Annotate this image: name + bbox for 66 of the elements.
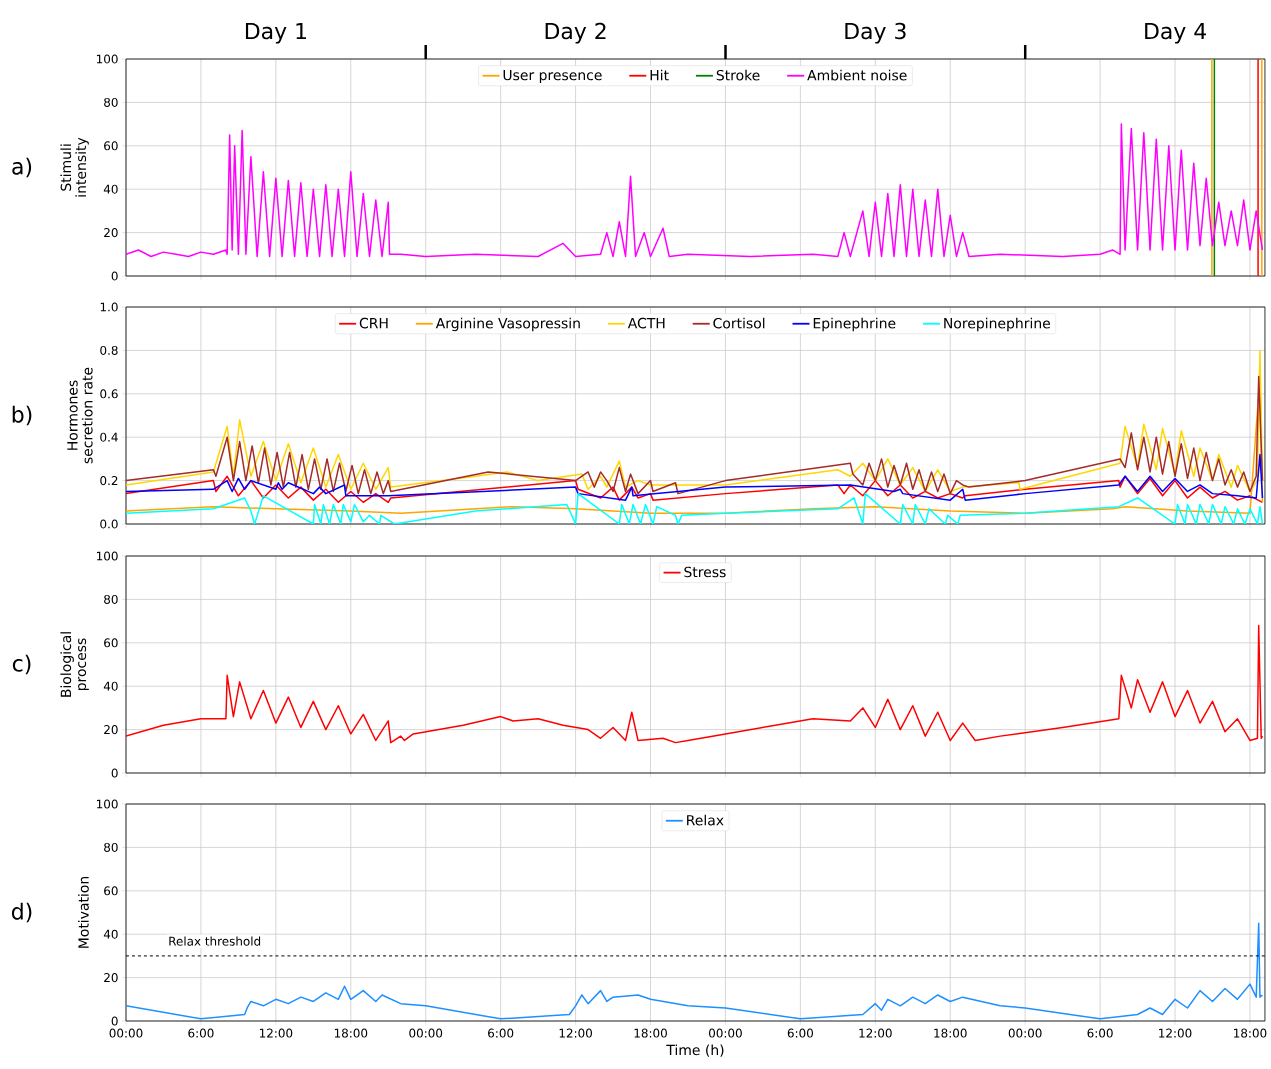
x-tick-label: 12:00 xyxy=(259,1028,293,1038)
text: Day 2 xyxy=(545,22,606,44)
text: Day 3 xyxy=(845,22,906,44)
x-tick-label: 12:00 xyxy=(1159,1028,1192,1038)
legend-label: Stress xyxy=(684,566,726,578)
x-tick-label: 18:00 xyxy=(334,1028,368,1038)
y-tick-label: 80 xyxy=(104,97,118,107)
y-tick-label: 0.2 xyxy=(100,476,118,486)
legend-label: Ambient noise xyxy=(807,69,907,81)
text: Day 1 xyxy=(245,23,306,44)
y-tick-label: 40 xyxy=(103,929,118,939)
text: c) xyxy=(12,654,31,675)
y-tick-label: 0.6 xyxy=(100,389,118,399)
legend-label: User presence xyxy=(503,69,602,83)
y-tick-label: 40 xyxy=(103,681,118,691)
y-tick-label: 1.0 xyxy=(100,302,118,312)
y-tick-label: 60 xyxy=(104,886,118,896)
y-tick-label: 100 xyxy=(96,799,118,809)
y-tick-label: 0 xyxy=(111,768,118,778)
x-tick-label: 18:00 xyxy=(1234,1028,1267,1038)
y-axis-title: Hormones secretion rate xyxy=(67,367,93,464)
y-tick-label: 60 xyxy=(104,141,118,151)
y-tick-label: 20 xyxy=(104,973,118,983)
y-tick-label: 80 xyxy=(104,842,118,852)
x-tick-label: 6:00 xyxy=(1087,1028,1113,1038)
y-tick-label: 100 xyxy=(96,54,118,64)
legend-label: Arginine Vasopressin xyxy=(435,317,580,332)
legend-label: Stroke xyxy=(716,69,760,81)
legend-label: Relax xyxy=(687,814,724,826)
x-tick-label: 6:00 xyxy=(787,1028,813,1038)
x-tick-label: 6:00 xyxy=(488,1028,514,1038)
y-tick-label: 20 xyxy=(104,228,118,238)
legend-label: Hit xyxy=(650,69,669,81)
legend-label: CRH xyxy=(359,317,388,329)
x-tick-label: 00:00 xyxy=(409,1028,443,1038)
y-tick-label: 0.8 xyxy=(100,345,118,355)
y-axis-title: Motivation xyxy=(78,876,89,948)
legend-label: Epinephrine xyxy=(813,317,896,332)
x-axis-title: Time (h) xyxy=(666,1044,724,1057)
y-tick-label: 60 xyxy=(104,638,118,648)
legend-label: ACTH xyxy=(627,317,665,329)
y-tick-label: 0.0 xyxy=(100,519,118,529)
x-tick-label: 6:00 xyxy=(188,1028,214,1038)
text: a) xyxy=(12,157,32,178)
x-tick-label: 12:00 xyxy=(859,1028,892,1038)
y-tick-label: 80 xyxy=(104,594,118,604)
legend-label: Norepinephrine xyxy=(944,317,1051,332)
y-axis-title: Stimuli intensity xyxy=(60,137,89,197)
y-axis-title: Biological process xyxy=(60,632,89,697)
x-tick-label: 18:00 xyxy=(634,1028,667,1038)
y-tick-label: 0 xyxy=(111,1016,118,1026)
y-tick-label: 40 xyxy=(103,184,118,194)
text: d) xyxy=(11,902,32,923)
x-tick-label: 18:00 xyxy=(934,1028,967,1038)
legend-label: Cortisol xyxy=(713,317,765,329)
y-tick-label: 100 xyxy=(96,551,118,561)
text: b) xyxy=(12,405,32,426)
y-tick-label: 20 xyxy=(104,725,118,735)
x-tick-label: 00:00 xyxy=(709,1028,742,1038)
y-tick-label: 0.4 xyxy=(100,432,118,442)
x-tick-label: 12:00 xyxy=(559,1028,593,1038)
text: Day 4 xyxy=(1145,23,1206,44)
x-tick-label: 00:00 xyxy=(1008,1028,1042,1038)
ref-line-label: Relax threshold xyxy=(169,936,261,946)
x-tick-label: 00:00 xyxy=(109,1028,143,1038)
y-tick-label: 0 xyxy=(111,271,118,281)
